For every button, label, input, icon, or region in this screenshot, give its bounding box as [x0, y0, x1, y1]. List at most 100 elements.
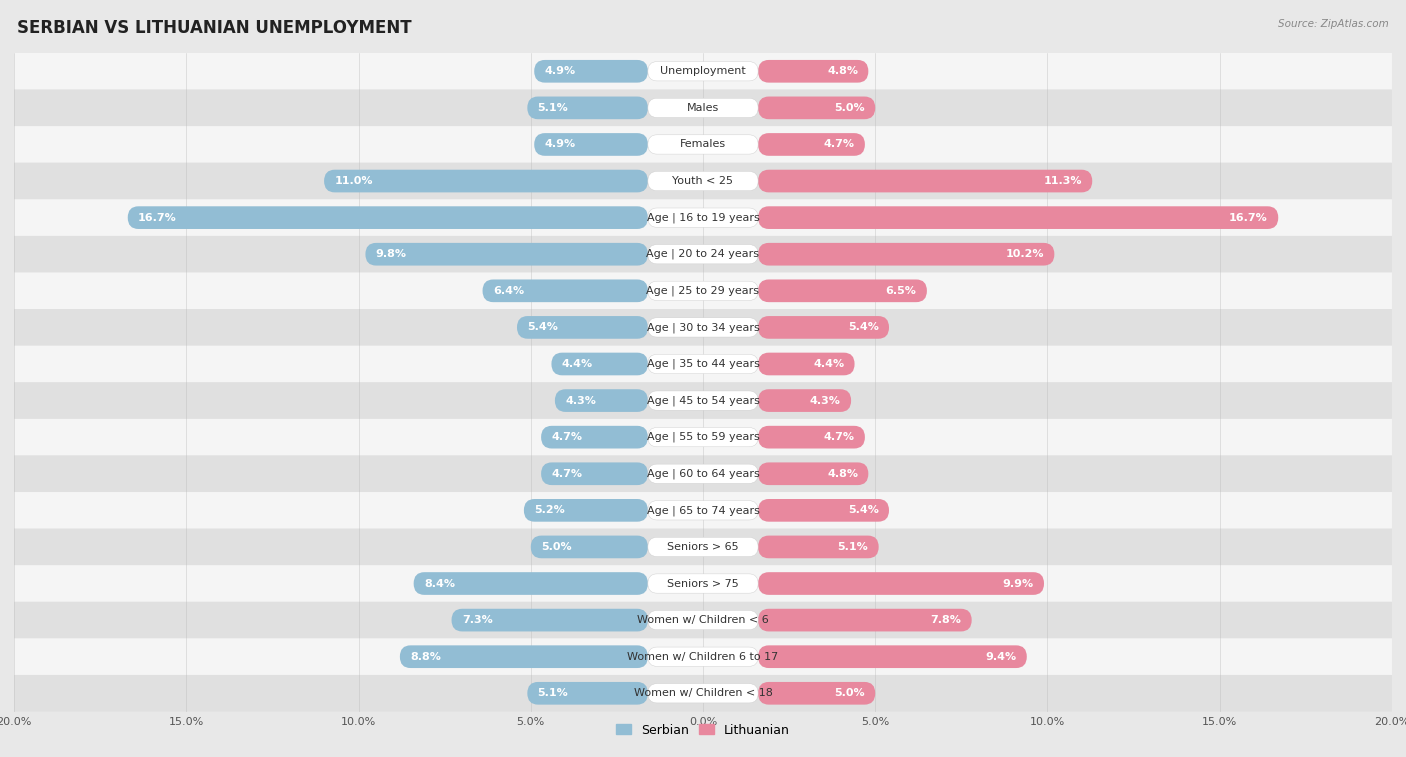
FancyBboxPatch shape — [413, 572, 648, 595]
FancyBboxPatch shape — [531, 536, 648, 558]
FancyBboxPatch shape — [648, 647, 758, 666]
Text: SERBIAN VS LITHUANIAN UNEMPLOYMENT: SERBIAN VS LITHUANIAN UNEMPLOYMENT — [17, 19, 412, 37]
Text: 5.1%: 5.1% — [838, 542, 869, 552]
FancyBboxPatch shape — [758, 646, 1026, 668]
FancyBboxPatch shape — [14, 126, 1392, 163]
FancyBboxPatch shape — [14, 565, 1392, 602]
FancyBboxPatch shape — [758, 536, 879, 558]
FancyBboxPatch shape — [551, 353, 648, 375]
Text: 4.4%: 4.4% — [562, 359, 593, 369]
FancyBboxPatch shape — [14, 163, 1392, 199]
FancyBboxPatch shape — [14, 675, 1392, 712]
FancyBboxPatch shape — [14, 638, 1392, 675]
FancyBboxPatch shape — [648, 135, 758, 154]
Text: 16.7%: 16.7% — [138, 213, 177, 223]
FancyBboxPatch shape — [524, 499, 648, 522]
Text: Age | 65 to 74 years: Age | 65 to 74 years — [647, 505, 759, 516]
FancyBboxPatch shape — [648, 537, 758, 556]
FancyBboxPatch shape — [451, 609, 648, 631]
Text: 5.0%: 5.0% — [834, 103, 865, 113]
FancyBboxPatch shape — [758, 243, 1054, 266]
FancyBboxPatch shape — [758, 463, 869, 485]
Text: Females: Females — [681, 139, 725, 149]
Text: 9.8%: 9.8% — [375, 249, 406, 259]
FancyBboxPatch shape — [541, 463, 648, 485]
FancyBboxPatch shape — [517, 316, 648, 338]
FancyBboxPatch shape — [648, 354, 758, 374]
Text: 5.4%: 5.4% — [527, 322, 558, 332]
FancyBboxPatch shape — [648, 574, 758, 593]
FancyBboxPatch shape — [14, 492, 1392, 528]
Text: 4.7%: 4.7% — [824, 139, 855, 149]
FancyBboxPatch shape — [555, 389, 648, 412]
Text: 4.3%: 4.3% — [810, 396, 841, 406]
Text: 4.9%: 4.9% — [544, 67, 575, 76]
Text: 7.3%: 7.3% — [461, 615, 492, 625]
Text: Age | 35 to 44 years: Age | 35 to 44 years — [647, 359, 759, 369]
FancyBboxPatch shape — [758, 279, 927, 302]
FancyBboxPatch shape — [648, 684, 758, 703]
FancyBboxPatch shape — [14, 419, 1392, 456]
FancyBboxPatch shape — [758, 389, 851, 412]
Text: 11.3%: 11.3% — [1043, 176, 1083, 186]
Text: Women w/ Children < 18: Women w/ Children < 18 — [634, 688, 772, 698]
FancyBboxPatch shape — [758, 60, 869, 83]
Text: Seniors > 75: Seniors > 75 — [666, 578, 740, 588]
FancyBboxPatch shape — [648, 98, 758, 117]
Text: 4.9%: 4.9% — [544, 139, 575, 149]
Text: 11.0%: 11.0% — [335, 176, 373, 186]
FancyBboxPatch shape — [648, 245, 758, 264]
FancyBboxPatch shape — [648, 208, 758, 227]
FancyBboxPatch shape — [758, 97, 875, 119]
FancyBboxPatch shape — [14, 309, 1392, 346]
FancyBboxPatch shape — [648, 318, 758, 337]
FancyBboxPatch shape — [534, 133, 648, 156]
Text: 5.0%: 5.0% — [834, 688, 865, 698]
FancyBboxPatch shape — [323, 170, 648, 192]
Text: Age | 30 to 34 years: Age | 30 to 34 years — [647, 322, 759, 332]
Legend: Serbian, Lithuanian: Serbian, Lithuanian — [612, 718, 794, 742]
FancyBboxPatch shape — [366, 243, 648, 266]
FancyBboxPatch shape — [758, 133, 865, 156]
FancyBboxPatch shape — [648, 428, 758, 447]
Text: Women w/ Children < 6: Women w/ Children < 6 — [637, 615, 769, 625]
FancyBboxPatch shape — [758, 572, 1045, 595]
FancyBboxPatch shape — [758, 353, 855, 375]
FancyBboxPatch shape — [399, 646, 648, 668]
Text: 10.2%: 10.2% — [1005, 249, 1045, 259]
Text: 8.8%: 8.8% — [411, 652, 441, 662]
FancyBboxPatch shape — [14, 273, 1392, 309]
Text: 5.0%: 5.0% — [541, 542, 572, 552]
Text: Age | 60 to 64 years: Age | 60 to 64 years — [647, 469, 759, 479]
FancyBboxPatch shape — [527, 682, 648, 705]
FancyBboxPatch shape — [534, 60, 648, 83]
Text: 5.2%: 5.2% — [534, 506, 565, 516]
Text: 6.5%: 6.5% — [886, 286, 917, 296]
FancyBboxPatch shape — [648, 610, 758, 630]
FancyBboxPatch shape — [758, 499, 889, 522]
Text: 4.8%: 4.8% — [827, 67, 858, 76]
Text: Age | 45 to 54 years: Age | 45 to 54 years — [647, 395, 759, 406]
Text: Age | 25 to 29 years: Age | 25 to 29 years — [647, 285, 759, 296]
FancyBboxPatch shape — [14, 236, 1392, 273]
FancyBboxPatch shape — [758, 316, 889, 338]
Text: 4.7%: 4.7% — [824, 432, 855, 442]
FancyBboxPatch shape — [758, 207, 1278, 229]
Text: Women w/ Children 6 to 17: Women w/ Children 6 to 17 — [627, 652, 779, 662]
FancyBboxPatch shape — [758, 426, 865, 448]
Text: 5.4%: 5.4% — [848, 506, 879, 516]
Text: Age | 16 to 19 years: Age | 16 to 19 years — [647, 213, 759, 223]
FancyBboxPatch shape — [648, 391, 758, 410]
Text: 5.4%: 5.4% — [848, 322, 879, 332]
FancyBboxPatch shape — [527, 97, 648, 119]
FancyBboxPatch shape — [14, 53, 1392, 89]
FancyBboxPatch shape — [758, 170, 1092, 192]
FancyBboxPatch shape — [14, 382, 1392, 419]
FancyBboxPatch shape — [648, 500, 758, 520]
FancyBboxPatch shape — [14, 602, 1392, 638]
FancyBboxPatch shape — [482, 279, 648, 302]
Text: Unemployment: Unemployment — [661, 67, 745, 76]
Text: 9.9%: 9.9% — [1002, 578, 1033, 588]
FancyBboxPatch shape — [14, 89, 1392, 126]
Text: 4.4%: 4.4% — [813, 359, 844, 369]
